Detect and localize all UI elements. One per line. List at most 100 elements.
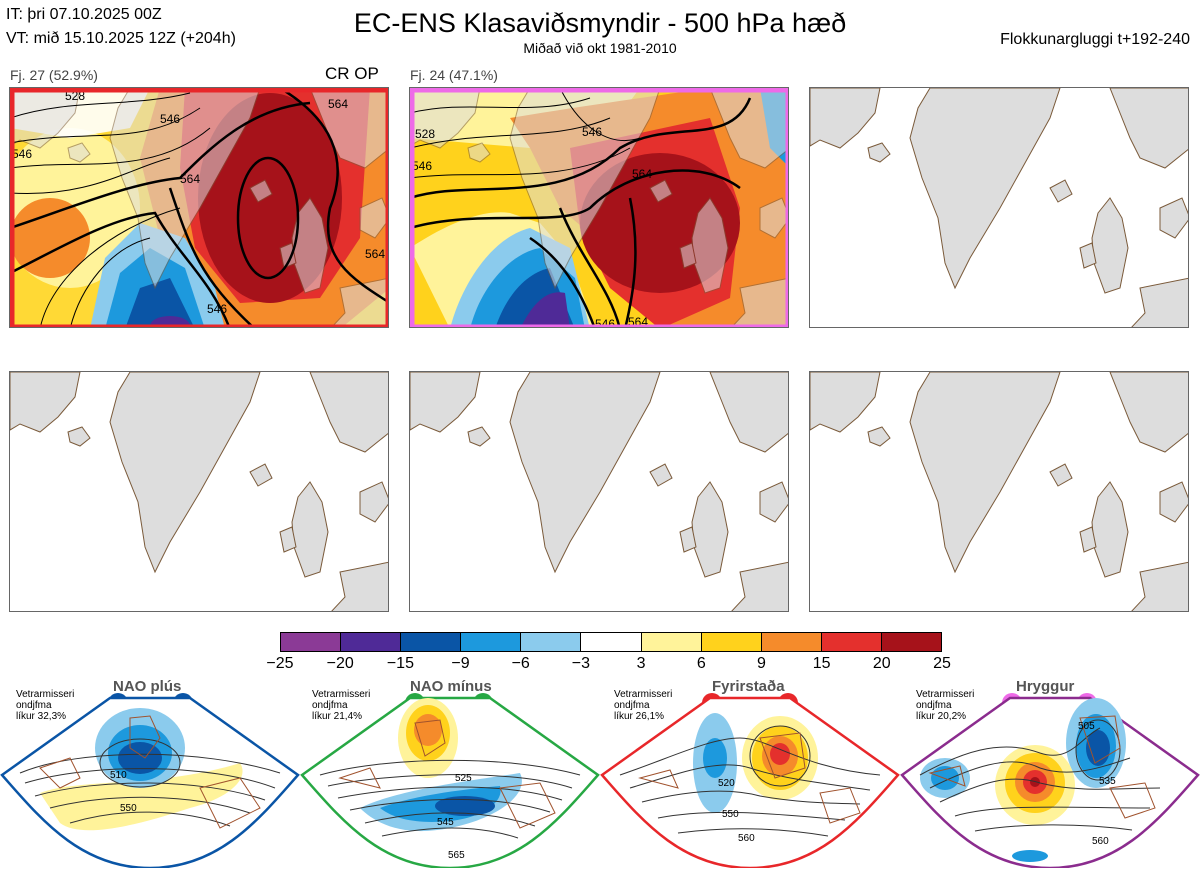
valid-time: VT: mið 15.10.2025 12Z (+204h) bbox=[6, 30, 236, 47]
regime-contour-label: 550 bbox=[722, 809, 739, 820]
colorbar-swatch bbox=[821, 633, 882, 651]
regime-contour-label: 550 bbox=[120, 803, 137, 814]
cluster-1-contour-label: 564 bbox=[328, 97, 348, 111]
cluster-2-contour-label: 564 bbox=[632, 167, 652, 181]
cluster-1-contour-label: 564 bbox=[365, 247, 385, 261]
colorbar-swatch bbox=[701, 633, 762, 651]
landmass-icon bbox=[810, 88, 1188, 327]
regime-contour-label: 535 bbox=[1099, 776, 1116, 787]
cluster-2-contour-label: 546 bbox=[595, 317, 615, 328]
cluster-1-contour-label: 546 bbox=[207, 302, 227, 316]
regime-info-line: ondjfma bbox=[916, 700, 952, 711]
regime-contour-label: 510 bbox=[110, 770, 127, 781]
regime-contour-label: 560 bbox=[1092, 836, 1109, 847]
colorbar-swatch bbox=[521, 633, 582, 651]
regime-info-line: líkur 20,2% bbox=[916, 711, 967, 722]
cluster-panel-6 bbox=[809, 371, 1189, 612]
regime-title: Fyrirstaða bbox=[712, 678, 785, 695]
empty-map-3 bbox=[810, 88, 1188, 327]
colorbar-tick: −9 bbox=[451, 655, 470, 672]
colorbar-swatch bbox=[401, 633, 462, 651]
colorbar-tick: 25 bbox=[933, 655, 951, 672]
page-title: EC-ENS Klasaviðsmyndir - 500 hPa hæð bbox=[353, 8, 847, 38]
empty-map-6 bbox=[810, 372, 1188, 611]
cluster-1-frame bbox=[10, 88, 388, 327]
colorbar-tick: 20 bbox=[872, 655, 891, 672]
cluster-1-contour-label: 546 bbox=[12, 147, 32, 161]
regime-nao-minus: NAO mínus Vetrarmisseri ondjfma líkur 21… bbox=[300, 678, 600, 868]
colorbar-tick: 6 bbox=[696, 655, 706, 672]
cluster-1-contour-label: 546 bbox=[160, 112, 180, 126]
regime-info-line: líkur 26,1% bbox=[614, 711, 665, 722]
regime-info-line: ondjfma bbox=[312, 700, 348, 711]
colorbar-tick: 9 bbox=[757, 655, 766, 672]
regime-info: Vetrarmisseri ondjfma líkur 32,3% bbox=[16, 689, 74, 722]
cluster-panel-3 bbox=[809, 87, 1189, 328]
landmass-icon bbox=[410, 372, 788, 611]
colorbar-swatch bbox=[461, 633, 522, 651]
empty-map-4 bbox=[10, 372, 388, 611]
page-subtitle: Miðað við okt 1981-2010 bbox=[523, 40, 677, 56]
colorbar-tick: −15 bbox=[386, 655, 414, 672]
cluster-panel-5 bbox=[409, 371, 789, 612]
regime-info-line: Vetrarmisseri bbox=[16, 689, 75, 700]
colorbar-tick: −20 bbox=[326, 655, 354, 672]
colorbar-tick: −6 bbox=[511, 655, 530, 672]
regime-info-line: ondjfma bbox=[16, 700, 52, 711]
cluster-2-contour-label: 528 bbox=[415, 127, 435, 141]
regime-title: NAO plús bbox=[113, 678, 182, 695]
empty-map-5 bbox=[410, 372, 788, 611]
regime-contour-label: 520 bbox=[718, 778, 735, 789]
cluster-1-map: 528 546 564 564 546 564 546 bbox=[10, 88, 388, 327]
regime-info-line: ondjfma bbox=[614, 700, 650, 711]
colorbar-tick: −25 bbox=[266, 655, 294, 672]
regime-blocking: Fyrirstaða Vetrarmisseri ondjfma líkur 2… bbox=[600, 678, 900, 868]
colorbar-tick: 3 bbox=[636, 655, 646, 672]
classification-window: Flokkunargluggi t+192-240 bbox=[1000, 31, 1190, 48]
colorbar-ticks: −25 −20 −15 −9 −6 −3 3 6 9 15 20 25 bbox=[266, 655, 950, 675]
cluster-panel-4 bbox=[9, 371, 389, 612]
cluster-1-tag: CR OP bbox=[325, 64, 379, 83]
regime-contour-label: 565 bbox=[448, 850, 465, 861]
cluster-panel-2: 528 546 546 564 546 564 bbox=[409, 87, 789, 328]
regime-map: 520 550 560 bbox=[600, 693, 900, 868]
anomaly-colorbar bbox=[280, 632, 942, 652]
regime-title: NAO mínus bbox=[410, 678, 492, 695]
regime-ridge: Hryggur Vetrarmisseri ondjfma líkur 20,2… bbox=[900, 678, 1200, 868]
regime-info-line: Vetrarmisseri bbox=[312, 689, 371, 700]
regime-info: Vetrarmisseri ondjfma líkur 21,4% bbox=[312, 689, 370, 722]
regime-info-line: Vetrarmisseri bbox=[614, 689, 673, 700]
regime-map: 505 535 560 bbox=[900, 693, 1200, 868]
cluster-2-contour-label: 546 bbox=[412, 159, 432, 173]
colorbar-swatch bbox=[281, 633, 342, 651]
colorbar-tick: 15 bbox=[812, 655, 831, 672]
colorbar-tick: −3 bbox=[571, 655, 591, 672]
regime-map: 510 550 bbox=[0, 693, 300, 868]
cluster-1-contour-label: 564 bbox=[180, 172, 200, 186]
cluster-2-map: 528 546 546 564 546 564 bbox=[410, 88, 788, 328]
colorbar-swatch bbox=[881, 633, 942, 651]
regime-nao-plus: NAO plús Vetrarmisseri ondjfma líkur 32,… bbox=[0, 678, 300, 868]
colorbar-swatch bbox=[641, 633, 702, 651]
regime-contour-label: 505 bbox=[1078, 721, 1095, 732]
landmass-icon bbox=[810, 372, 1188, 611]
cluster-panel-1: 528 546 564 564 546 564 546 bbox=[9, 87, 389, 328]
init-time: IT: þri 07.10.2025 00Z bbox=[6, 6, 162, 23]
regime-info-line: líkur 21,4% bbox=[312, 711, 363, 722]
colorbar-swatch bbox=[341, 633, 402, 651]
colorbar-swatch bbox=[761, 633, 822, 651]
regime-contour-label: 560 bbox=[738, 833, 755, 844]
regime-map: 525 545 565 bbox=[300, 693, 600, 868]
regime-contour-label: 545 bbox=[437, 817, 454, 828]
cluster-2-contour-label: 546 bbox=[582, 125, 602, 139]
regime-info-line: Vetrarmisseri bbox=[916, 689, 975, 700]
cluster-2-frame bbox=[410, 88, 788, 327]
regime-contour-label: 525 bbox=[455, 773, 472, 784]
regime-info-line: líkur 32,3% bbox=[16, 711, 67, 722]
cluster-2-label: Fj. 24 (47.1%) bbox=[410, 67, 498, 83]
regime-info: Vetrarmisseri ondjfma líkur 20,2% bbox=[916, 689, 974, 722]
regime-info: Vetrarmisseri ondjfma líkur 26,1% bbox=[614, 689, 672, 722]
cluster-1-label: Fj. 27 (52.9%) bbox=[10, 67, 98, 83]
colorbar-swatch bbox=[581, 633, 642, 651]
regime-title: Hryggur bbox=[1016, 678, 1075, 695]
